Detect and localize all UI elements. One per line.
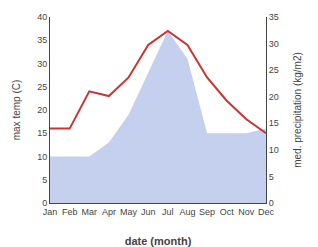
svg-text:med. precipitation (kg/m2): med. precipitation (kg/m2) (292, 52, 303, 168)
svg-text:Dec: Dec (258, 207, 275, 217)
svg-text:15: 15 (269, 118, 279, 128)
svg-text:5: 5 (42, 175, 47, 185)
svg-text:25: 25 (269, 65, 279, 75)
svg-text:Aug: Aug (179, 207, 195, 217)
svg-text:25: 25 (37, 82, 47, 92)
svg-text:20: 20 (269, 92, 279, 102)
svg-text:5: 5 (269, 172, 274, 182)
svg-text:10: 10 (37, 152, 47, 162)
svg-text:40: 40 (37, 12, 47, 22)
svg-text:Jun: Jun (141, 207, 156, 217)
svg-text:35: 35 (37, 35, 47, 45)
svg-text:Oct: Oct (220, 207, 235, 217)
svg-text:10: 10 (269, 145, 279, 155)
svg-text:Feb: Feb (62, 207, 78, 217)
svg-text:15: 15 (37, 128, 47, 138)
svg-text:Jan: Jan (43, 207, 58, 217)
svg-text:Jul: Jul (162, 207, 174, 217)
svg-text:0: 0 (42, 198, 47, 208)
svg-text:Nov: Nov (238, 207, 255, 217)
svg-text:35: 35 (269, 12, 279, 22)
svg-text:May: May (120, 207, 138, 217)
svg-text:20: 20 (37, 105, 47, 115)
svg-text:date (month): date (month) (125, 235, 192, 247)
svg-text:Apr: Apr (102, 207, 116, 217)
svg-text:max temp (C): max temp (C) (11, 80, 22, 141)
svg-text:30: 30 (37, 59, 47, 69)
svg-text:0: 0 (269, 198, 274, 208)
svg-text:30: 30 (269, 39, 279, 49)
svg-text:Mar: Mar (82, 207, 98, 217)
svg-text:Sep: Sep (199, 207, 215, 217)
